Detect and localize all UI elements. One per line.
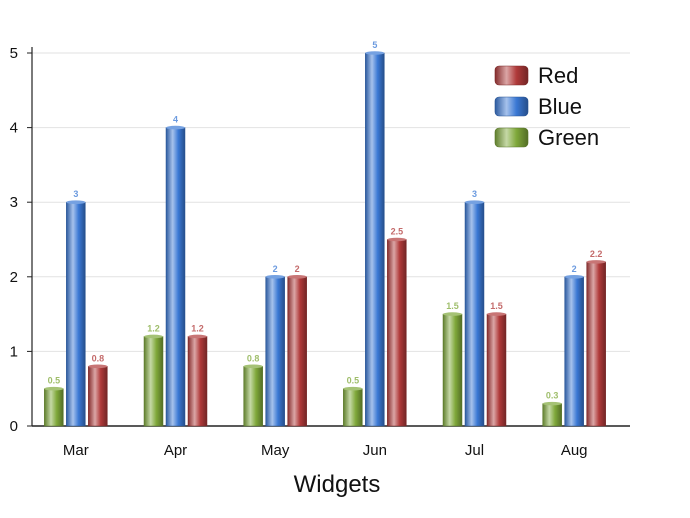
data-label: 1.5 (446, 301, 459, 311)
bar-cap (365, 51, 385, 55)
data-label: 2.2 (590, 249, 603, 259)
data-label: 2.5 (391, 227, 404, 237)
legend: Red Blue Green (494, 63, 599, 150)
x-category-label: Mar (63, 442, 89, 459)
data-label: 3 (472, 189, 477, 199)
y-tick-label: 4 (10, 120, 18, 137)
bar-green-may (243, 366, 263, 427)
bar-red-jul (486, 313, 507, 427)
bar-cap (586, 260, 606, 264)
bar-blue-jun (365, 52, 385, 427)
data-label: 5 (372, 40, 377, 50)
legend-label-red: Red (538, 63, 578, 88)
data-label: 2 (572, 264, 577, 274)
bar-cap (443, 312, 462, 316)
axes (31, 47, 630, 427)
data-label: 1.5 (490, 301, 503, 311)
bar-cap (287, 275, 307, 279)
y-tick-label: 3 (10, 194, 18, 211)
bar-green-jul (442, 313, 463, 427)
y-tick-label: 0 (10, 418, 18, 435)
data-label: 2 (295, 264, 300, 274)
data-labels: 0.5 3 0.8 1.2 4 1.2 0.8 2 2 0.5 5 2.5 1.5 3 1.5 0.3 2 2.2 (48, 40, 603, 401)
bar-cap (465, 200, 484, 204)
x-category-label: May (261, 442, 290, 459)
legend-swatch-green (494, 127, 529, 148)
data-label: 0.8 (92, 353, 105, 363)
bar-cap (166, 125, 185, 130)
data-label: 4 (173, 115, 178, 125)
bar-cap (44, 386, 64, 391)
bar-blue-aug (564, 276, 584, 427)
x-axis-category-labels: Mar Apr May Jun Jul Aug (63, 442, 588, 459)
bar-cap (343, 386, 363, 391)
bar-cap (243, 364, 263, 369)
y-tick-label: 5 (10, 45, 18, 62)
bar-red-apr (187, 336, 208, 427)
legend-label-green: Green (538, 125, 599, 150)
y-axis-tick-labels: 0 1 2 3 4 5 (10, 45, 18, 435)
data-label: 0.5 (48, 376, 61, 386)
y-tick-label: 1 (10, 343, 18, 360)
legend-swatch-red (494, 65, 529, 86)
x-axis-title: Widgets (294, 471, 381, 498)
data-label: 0.8 (247, 353, 260, 363)
data-label: 1.2 (147, 323, 160, 333)
data-label: 2 (273, 264, 278, 274)
data-label: 0.3 (546, 391, 559, 401)
bar-cap (144, 334, 163, 339)
bar-cap (66, 200, 86, 204)
bar-cap (265, 275, 285, 279)
bar-blue-jul (464, 201, 485, 427)
bar-cap (387, 237, 407, 242)
bar-cap (564, 275, 584, 279)
bar-green-aug (542, 403, 562, 427)
x-category-label: Jul (465, 442, 484, 459)
bar-green-mar (44, 388, 64, 427)
bar-cap (542, 401, 562, 406)
x-category-label: Aug (561, 442, 588, 459)
legend-swatch-blue (494, 96, 529, 117)
bar-blue-mar (66, 201, 86, 427)
data-label: 3 (73, 189, 78, 199)
bar-red-mar (88, 366, 108, 427)
data-label: 0.5 (347, 376, 360, 386)
bar-red-aug (586, 261, 606, 427)
bar-blue-may (265, 276, 285, 427)
bar-cap (88, 364, 108, 369)
grid-lines (27, 52, 630, 427)
bar-red-jun (387, 239, 407, 427)
x-category-label: Jun (363, 442, 387, 459)
bar-green-apr (143, 336, 164, 427)
bar-red-may (287, 276, 307, 427)
bars (44, 51, 606, 427)
data-label: 1.2 (191, 323, 204, 333)
bar-cap (487, 312, 506, 316)
x-category-label: Apr (164, 442, 187, 459)
y-tick-label: 2 (10, 269, 18, 286)
bar-green-jun (343, 388, 363, 427)
bar-cap (188, 334, 207, 339)
legend-label-blue: Blue (538, 94, 582, 119)
bar-blue-apr (165, 127, 186, 427)
